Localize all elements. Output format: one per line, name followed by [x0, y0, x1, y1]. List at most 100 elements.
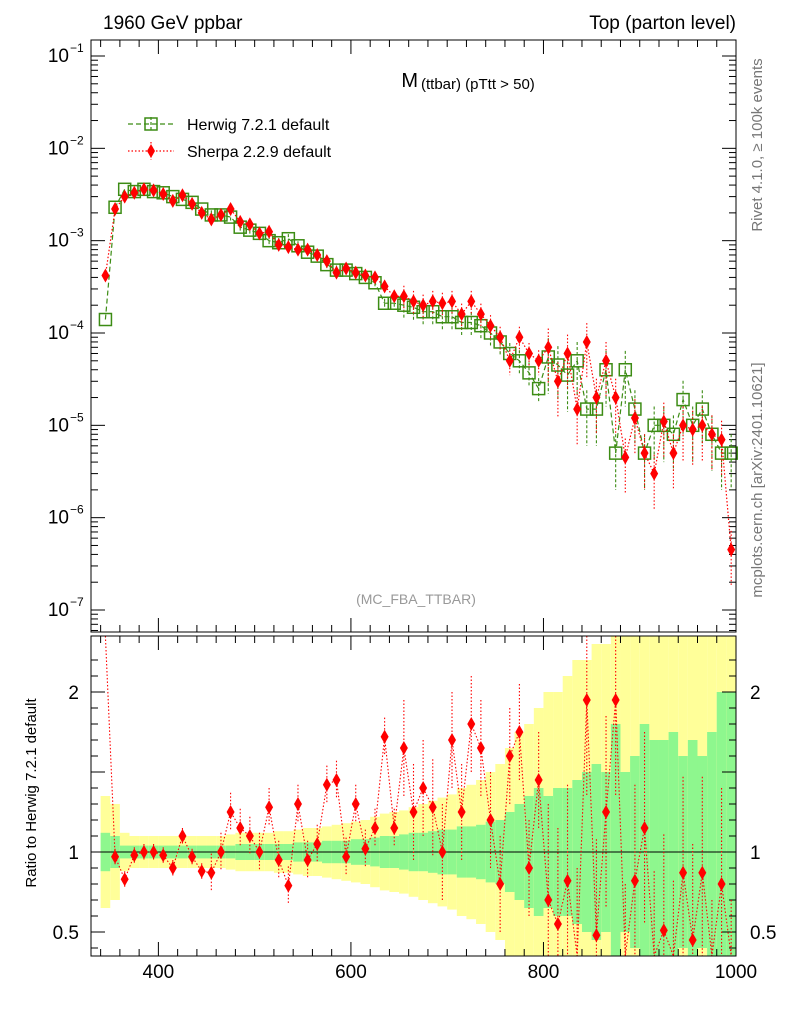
ratio-point — [698, 865, 707, 880]
ratio-point — [139, 845, 148, 859]
herwig-point — [551, 358, 565, 372]
main-ytick-exponent: −3 — [70, 226, 84, 240]
ratio-point — [534, 773, 543, 787]
ratio-point — [293, 797, 302, 811]
ratio-point — [149, 845, 158, 859]
legend: Herwig 7.2.1 default Sherpa 2.2.9 defaul… — [128, 117, 332, 161]
x-tick-label: 800 — [528, 962, 560, 983]
sherpa-point — [332, 265, 341, 280]
ratio-point — [679, 865, 688, 880]
sherpa-point — [197, 205, 206, 220]
main-ytick-exponent: −1 — [70, 41, 84, 55]
ratio-point — [332, 773, 341, 787]
ratio-point — [351, 797, 360, 811]
main-ytick-exponent: −5 — [70, 410, 84, 424]
sherpa-point — [467, 294, 476, 309]
herwig-point — [714, 446, 729, 460]
herwig-point — [464, 315, 479, 330]
sherpa-point — [621, 450, 630, 465]
ratio-ytick-label-right: 1 — [750, 843, 761, 864]
ratio-point — [544, 893, 553, 907]
ratio-point — [438, 845, 447, 859]
ratio-point — [380, 729, 389, 744]
main-ytick-exponent: −7 — [70, 595, 84, 609]
legend-sherpa-marker — [147, 144, 155, 158]
ratio-point — [496, 877, 505, 891]
ratio-band-stat — [726, 692, 736, 956]
main-ytick-label: 10 — [48, 138, 69, 159]
ratio-point — [245, 829, 254, 843]
sherpa-point — [457, 307, 466, 322]
chart-title-sub: (ttbar) (pTtt > 50) — [421, 76, 535, 93]
sherpa-point — [168, 193, 177, 208]
ratio-point — [640, 821, 649, 835]
ratio-band-stat — [649, 740, 659, 956]
x-tick-labels: 400 600 800 1000 — [143, 962, 758, 983]
ratio-ytick-label-right: 2 — [750, 683, 761, 704]
ratio-point — [525, 861, 534, 875]
ratio-point — [717, 877, 726, 891]
ratio-point — [409, 805, 418, 819]
main-ytick-label: 10 — [48, 415, 69, 436]
sherpa-point — [717, 432, 726, 447]
sherpa-point — [582, 334, 591, 349]
sherpa-point — [120, 189, 129, 204]
ratio-point — [505, 749, 514, 763]
ratio-point — [111, 849, 120, 864]
ratio-point — [659, 923, 668, 938]
ratio-ytick-label: 1 — [68, 843, 79, 864]
sherpa-point — [236, 214, 245, 229]
sherpa-point — [399, 289, 408, 304]
ratio-point — [255, 845, 264, 859]
ratio-point — [370, 821, 379, 835]
main-ytick-label: 10 — [48, 323, 69, 344]
sherpa-line — [104, 188, 732, 550]
legend-sherpa-label: Sherpa 2.2.9 default — [187, 144, 332, 161]
ratio-point — [611, 693, 620, 707]
ratio-point — [274, 853, 283, 867]
sherpa-point — [178, 188, 187, 203]
mcplots-label: mcplots.cern.ch [arXiv:2401.10621] — [749, 362, 766, 597]
sherpa-point — [130, 185, 139, 200]
ratio-point — [486, 813, 495, 827]
ratio-point — [197, 864, 206, 879]
sherpa-point — [573, 402, 582, 417]
sherpa-point — [245, 217, 254, 232]
sherpa-point — [448, 294, 457, 309]
herwig-point — [676, 392, 690, 407]
sherpa-point — [534, 353, 543, 368]
ratio-point — [207, 865, 216, 880]
energy-label: 1960 GeV ppbar — [103, 13, 243, 34]
sherpa-point — [207, 212, 216, 227]
ratio-point — [419, 781, 428, 795]
ratio-point — [602, 805, 611, 819]
process-label: Top (parton level) — [589, 13, 736, 34]
sherpa-point — [438, 296, 447, 311]
sherpa-point — [274, 237, 283, 252]
herwig-point — [647, 418, 661, 433]
herwig-point — [724, 446, 738, 460]
ratio-y-tick-labels: 0.5 0.5 1 1 2 2 — [53, 683, 777, 944]
ratio-point — [553, 917, 562, 931]
sherpa-point — [486, 318, 495, 333]
sherpa-point — [159, 187, 168, 202]
sherpa-point — [188, 196, 197, 211]
sherpa-point — [505, 353, 514, 368]
sherpa-point — [351, 265, 360, 280]
sherpa-point — [611, 390, 620, 405]
sherpa-point — [553, 374, 562, 389]
sherpa-point — [101, 268, 110, 283]
main-axis-ticks — [91, 40, 737, 632]
sherpa-point — [255, 226, 264, 241]
ratio-panel: 0.5 0.5 1 1 2 2 — [53, 635, 777, 957]
sherpa-point — [630, 411, 639, 426]
ratio-point — [428, 800, 437, 815]
sherpa-point — [650, 466, 659, 481]
main-y-tick-labels: 10−710−610−510−410−310−210−1 — [48, 41, 84, 621]
sherpa-point — [428, 294, 437, 309]
sherpa-point — [592, 390, 601, 405]
sherpa-point — [216, 207, 225, 222]
herwig-line — [104, 188, 732, 456]
sherpa-point — [419, 298, 428, 313]
